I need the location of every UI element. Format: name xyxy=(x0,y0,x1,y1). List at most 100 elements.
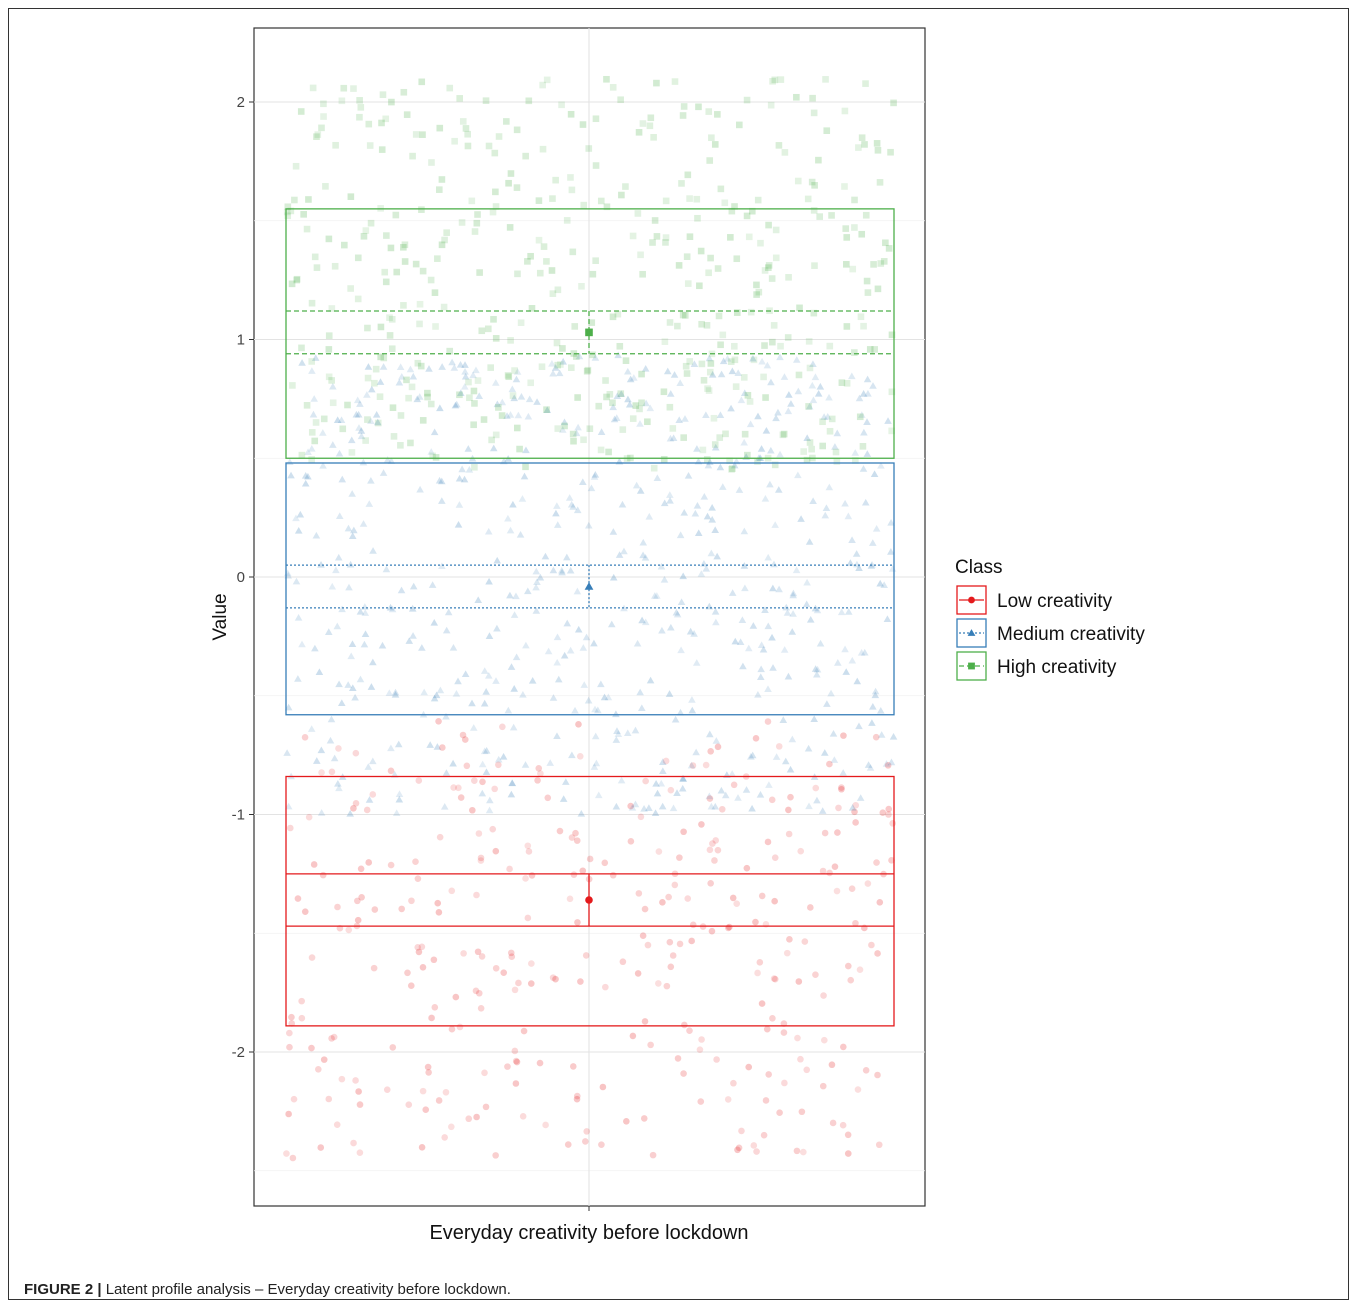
data-point xyxy=(397,586,406,594)
data-point xyxy=(510,394,519,402)
data-point xyxy=(637,251,644,259)
data-point xyxy=(841,645,849,653)
data-point xyxy=(320,100,327,108)
data-point xyxy=(763,361,772,369)
data-point xyxy=(348,490,356,497)
data-point xyxy=(708,515,717,523)
data-point xyxy=(583,1128,591,1135)
data-point xyxy=(784,407,793,415)
data-point xyxy=(851,196,858,204)
data-point xyxy=(377,323,385,331)
data-point xyxy=(805,402,814,410)
data-point xyxy=(333,622,342,630)
data-point xyxy=(767,378,775,386)
data-point xyxy=(543,406,550,413)
data-point xyxy=(806,439,814,446)
data-point xyxy=(432,454,440,461)
data-point xyxy=(848,656,857,664)
data-point xyxy=(716,463,725,471)
data-point xyxy=(352,1077,359,1084)
data-point xyxy=(514,411,523,419)
data-point xyxy=(578,283,585,290)
data-point xyxy=(677,646,685,654)
data-point xyxy=(628,803,637,811)
data-point xyxy=(609,573,618,581)
data-point xyxy=(693,445,701,452)
data-point xyxy=(510,611,519,618)
data-point xyxy=(569,1063,577,1070)
data-point xyxy=(807,904,814,911)
data-point xyxy=(332,141,339,149)
data-point xyxy=(640,1115,648,1122)
data-point xyxy=(558,101,565,109)
data-point xyxy=(743,864,751,872)
data-point xyxy=(308,1044,315,1052)
data-point xyxy=(662,234,670,241)
data-point xyxy=(435,1097,443,1104)
data-point xyxy=(653,79,660,87)
data-point xyxy=(418,943,426,951)
data-point xyxy=(507,663,516,670)
data-point xyxy=(482,768,491,775)
data-point xyxy=(631,800,640,808)
data-point xyxy=(508,779,516,786)
data-point xyxy=(763,1025,771,1033)
data-point xyxy=(810,309,818,317)
data-point xyxy=(787,400,795,407)
data-point xyxy=(434,899,442,907)
data-point xyxy=(472,987,480,995)
data-point xyxy=(305,813,313,821)
data-point xyxy=(469,371,477,379)
data-point xyxy=(653,789,662,797)
data-point xyxy=(538,363,546,371)
data-point xyxy=(713,1056,720,1063)
data-point xyxy=(616,342,624,350)
data-point xyxy=(573,1095,581,1103)
data-point xyxy=(687,761,696,769)
data-point xyxy=(762,1097,770,1104)
data-point xyxy=(418,78,426,86)
data-point xyxy=(591,470,600,478)
data-point xyxy=(554,675,563,683)
data-point xyxy=(840,1043,847,1051)
data-point xyxy=(753,1148,760,1155)
data-point xyxy=(711,802,720,810)
data-point xyxy=(405,1101,413,1108)
data-point xyxy=(407,982,415,990)
data-point xyxy=(764,718,772,725)
data-point xyxy=(821,829,829,837)
data-point xyxy=(335,449,344,457)
data-point xyxy=(415,777,423,784)
data-point xyxy=(822,76,829,83)
data-point xyxy=(577,809,586,817)
data-point xyxy=(464,142,472,150)
data-point xyxy=(618,500,627,508)
data-point xyxy=(337,699,346,706)
data-point xyxy=(355,1088,362,1095)
data-point xyxy=(480,667,489,674)
data-point xyxy=(394,740,403,748)
data-point xyxy=(728,770,736,777)
data-point xyxy=(860,428,868,436)
data-point xyxy=(484,527,493,535)
data-point xyxy=(707,802,716,810)
data-point xyxy=(553,339,561,347)
data-point xyxy=(418,206,425,213)
data-point xyxy=(709,840,716,847)
data-point xyxy=(419,131,426,138)
data-point xyxy=(775,743,783,750)
data-point xyxy=(756,790,765,798)
data-point xyxy=(560,418,569,426)
data-point xyxy=(808,178,816,186)
data-point xyxy=(868,719,876,726)
data-point xyxy=(714,743,722,751)
data-point xyxy=(357,104,365,111)
data-point xyxy=(634,210,642,217)
data-point xyxy=(851,449,860,456)
data-point xyxy=(424,389,431,397)
data-point xyxy=(383,232,390,239)
data-point xyxy=(333,1121,341,1128)
data-point xyxy=(612,710,620,718)
data-point xyxy=(395,795,404,803)
data-point xyxy=(728,589,737,596)
